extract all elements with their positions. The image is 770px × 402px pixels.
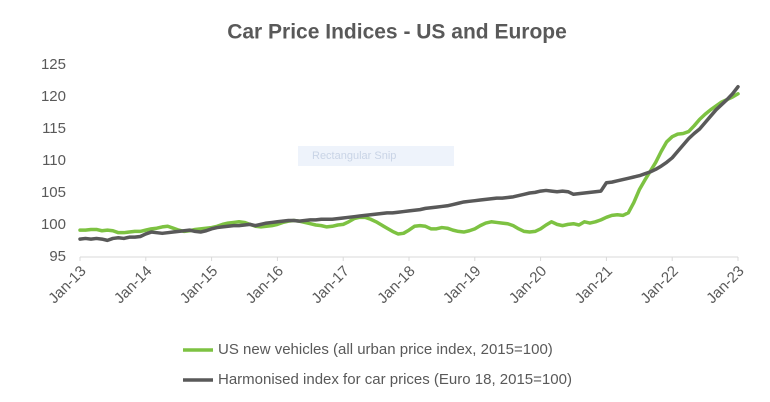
watermark: Rectangular Snip [312, 150, 396, 162]
legend-label: Harmonised index for car prices (Euro 18… [218, 371, 572, 388]
x-tick-label: Jan-15 [177, 263, 221, 307]
y-tick-label: 110 [42, 152, 66, 169]
y-tick-label: 105 [41, 184, 66, 201]
legend-label: US new vehicles (all urban price index, … [218, 341, 553, 358]
y-tick-label: 115 [42, 120, 66, 137]
x-tick-label: Jan-19 [440, 263, 484, 307]
y-tick-label: 125 [41, 56, 66, 73]
y-tick-label: 95 [49, 248, 66, 265]
x-tick-label: Jan-22 [637, 263, 681, 307]
x-tick-label: Jan-20 [506, 263, 550, 307]
x-tick-label: Jan-17 [308, 263, 352, 307]
x-tick-label: Jan-14 [111, 263, 155, 307]
x-tick-label: Jan-18 [374, 263, 418, 307]
x-tick-label: Jan-21 [572, 263, 616, 307]
y-tick-label: 100 [41, 216, 66, 233]
chart-title: Car Price Indices - US and Europe [227, 21, 567, 44]
watermark-box [298, 146, 454, 166]
x-tick-label: Jan-16 [243, 263, 287, 307]
y-tick-label: 120 [41, 88, 66, 105]
x-tick-label: Jan-13 [45, 263, 89, 307]
series-line [78, 85, 740, 243]
x-tick-label: Jan-23 [703, 263, 747, 307]
